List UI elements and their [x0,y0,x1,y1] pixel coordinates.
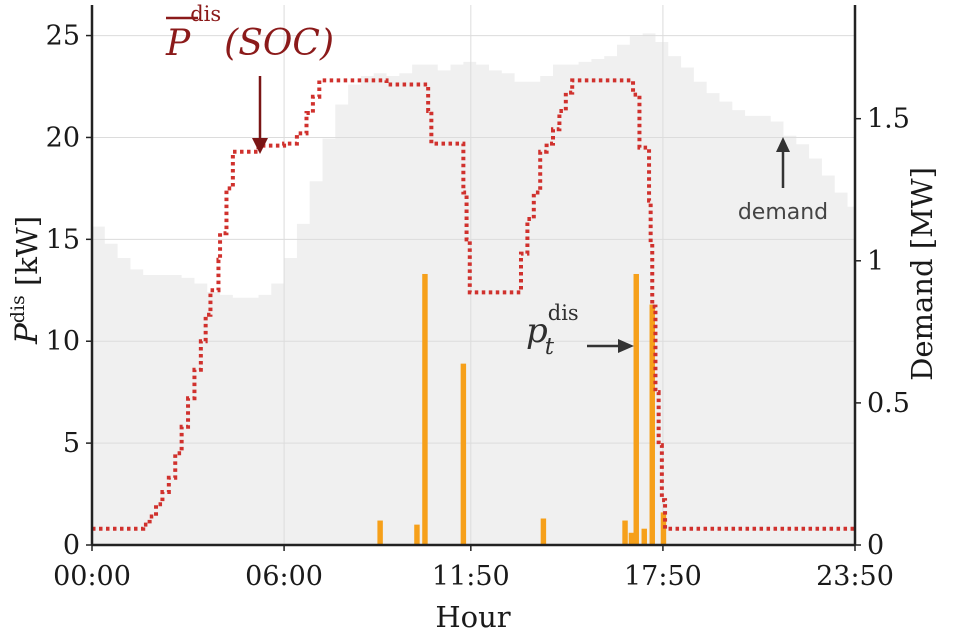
left-tick-label: 20 [46,122,80,153]
left-axis-label: Pdis [kW] [7,216,45,345]
x-tick-label: 00:00 [53,561,131,592]
x-tick-label: 17:50 [624,561,702,592]
discharge-bar [628,532,635,545]
x-tick-label: 11:50 [432,561,510,592]
pbar-arg: (SOC) [224,23,334,64]
discharge-bars [377,273,667,545]
pt-sub: t [545,334,555,360]
discharge-bar [422,273,428,545]
discharge-bar [622,520,628,545]
discharge-bar [633,273,639,545]
svg-text:Pdis(SOC): Pdis(SOC) [165,2,334,64]
x-tick-label: 06:00 [245,561,323,592]
right-tick-label: 1.5 [867,104,910,135]
pbar-arrow-head [252,138,268,154]
left-tick-label: 10 [46,326,80,357]
left-tick-label: 5 [63,428,80,459]
pt-base: p [526,311,548,351]
demand-label: demand [738,200,828,225]
left-tick-label: 15 [46,224,80,255]
pbar-base: P [165,23,191,64]
pbar-sup: dis [190,2,221,26]
discharge-bar [414,524,420,545]
demand-arrow-head [776,137,790,152]
max-discharge-line-layer [92,78,855,531]
pt-arrow-head [618,339,634,353]
right-axis-label: Demand [MW] [905,167,939,381]
demand-area-layer [92,33,855,545]
svg-text:Demand [MW]: Demand [MW] [905,167,939,381]
x-axis-label: Hour [435,600,510,634]
max-discharge-line [92,78,855,531]
discharge-bar [649,304,655,545]
discharge-bar [460,363,467,545]
discharge-bar [660,512,667,545]
axes-layer [86,5,861,551]
x-tick-label: 23:50 [816,561,894,592]
pbar-annotation: Pdis(SOC) [165,2,334,154]
right-tick-label: 1 [867,246,884,277]
discharge-bar [377,520,383,545]
discharge-bar [540,518,547,545]
tick-labels: 0 5 10 15 20 25 0 0.5 1 1.5 00:00 06:00 11:50 17:50 23… [46,21,910,592]
demand-annotation: demand [738,137,828,225]
pt-annotation: pdis t [526,301,634,360]
left-tick-label: 0 [63,530,80,561]
left-axis-label-unit: [kW] [10,216,44,295]
left-axis-label-sup: dis [7,295,29,323]
svg-text:Pdis [kW]: Pdis [kW] [7,216,45,345]
right-tick-label: 0.5 [867,388,910,419]
pt-sup: dis [548,301,579,325]
left-tick-label: 25 [46,21,80,52]
left-axis-label-base: P [9,322,45,345]
grid-layer [92,5,855,545]
demand-area [92,33,855,545]
discharge-bar [641,528,647,545]
right-tick-label: 0 [867,530,884,561]
